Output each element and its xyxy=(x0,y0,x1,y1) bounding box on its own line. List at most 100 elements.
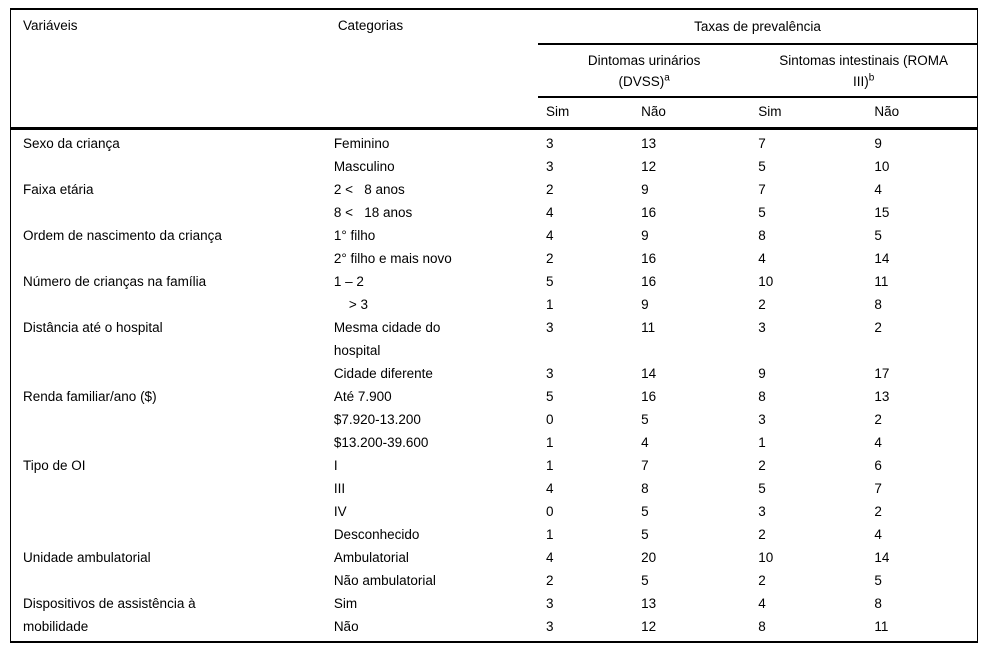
variable-cell: Tipo de OI xyxy=(23,458,86,473)
value-cell: 9 xyxy=(874,136,882,151)
category-cell: Cidade diferente xyxy=(333,366,433,381)
table-row: Não ambulatorial 2 5 2 5 xyxy=(11,569,978,592)
value-cell: 8 xyxy=(641,481,649,496)
value-cell: 16 xyxy=(641,205,657,220)
value-cell: 7 xyxy=(874,481,882,496)
header-categories: Categorias xyxy=(337,18,404,33)
table-row: Ordem de nascimento da criança 1° filho 4 9… xyxy=(11,224,978,247)
value-cell: 4 xyxy=(758,251,766,266)
table-row: Distância até o hospital Mesma cidade do … xyxy=(11,316,978,362)
footnote-marker-a: a xyxy=(664,72,670,84)
category-cell: IV xyxy=(333,504,347,519)
value-cell: 4 xyxy=(758,596,766,611)
value-cell: 12 xyxy=(641,159,657,174)
category-cell: Feminino xyxy=(333,136,390,151)
table-row: Tipo de OI I 1 7 2 6 xyxy=(11,454,978,477)
table-header: Variáveis Categorias Taxas de prevalênci… xyxy=(10,9,978,129)
variable-cell xyxy=(11,523,326,546)
category-cell: Até 7.900 xyxy=(333,389,392,404)
subgroup-header-intestinal-symptoms: Sintomas intestinais (ROMA III)b xyxy=(750,44,978,98)
value-cell: 0 xyxy=(546,504,554,519)
value-cell: 2 xyxy=(758,458,766,473)
value-cell: 2 xyxy=(874,412,882,427)
value-cell: 5 xyxy=(641,504,649,519)
category-cell: I xyxy=(333,458,338,473)
value-cell: 5 xyxy=(546,389,554,404)
value-cell: 2 xyxy=(546,182,554,197)
table-row: Sexo da criança Feminino 3 13 7 9 xyxy=(11,129,978,156)
subgroup-label: Sintomas intestinais (ROMA III) xyxy=(779,53,949,89)
category-cell: 1° filho xyxy=(333,228,376,243)
value-cell: 2 xyxy=(546,573,554,588)
value-cell: 13 xyxy=(641,596,657,611)
value-cell: 4 xyxy=(641,435,649,450)
variable-cell: Ordem de nascimento da criança xyxy=(23,228,222,243)
value-cell: 5 xyxy=(641,412,649,427)
variable-cell xyxy=(11,569,326,592)
value-cell: 2 xyxy=(758,527,766,542)
value-cell: 11 xyxy=(874,274,889,289)
category-cell: Não xyxy=(333,619,359,634)
category-cell: $7.920-13.200 xyxy=(333,412,421,427)
category-cell: 2 < 8 anos xyxy=(333,182,405,197)
value-cell: 1 xyxy=(546,458,554,473)
value-cell: 8 xyxy=(758,228,766,243)
variable-cell: Sexo da criança xyxy=(23,136,120,151)
category-cell: Sim xyxy=(333,596,358,611)
value-cell: 2 xyxy=(874,320,882,335)
value-cell: 6 xyxy=(874,458,882,473)
value-cell: 3 xyxy=(546,366,554,381)
subgroup-header-urinary-symptoms: Dintomas urinários (DVSS)a xyxy=(538,44,751,98)
value-cell: 2 xyxy=(546,251,554,266)
value-cell: 0 xyxy=(546,412,554,427)
category-cell: 8 < 18 anos xyxy=(333,205,413,220)
table-row: Faixa etária 2 < 8 anos 2 9 7 4 xyxy=(11,178,978,201)
value-cell: 8 xyxy=(874,596,882,611)
value-cell: 7 xyxy=(758,136,766,151)
value-cell: 3 xyxy=(546,159,554,174)
variable-cell xyxy=(11,201,326,224)
value-cell: 11 xyxy=(874,619,889,634)
header-row-groups: Variáveis Categorias Taxas de prevalênci… xyxy=(11,9,978,45)
value-cell: 9 xyxy=(641,228,649,243)
value-cell: 9 xyxy=(641,182,649,197)
value-cell: 14 xyxy=(874,550,890,565)
value-cell: 5 xyxy=(758,205,766,220)
value-cell: 16 xyxy=(641,251,657,266)
table-row: Cidade diferente 3 14 9 17 xyxy=(11,362,978,385)
table-row: Masculino 3 12 5 10 xyxy=(11,155,978,178)
prevalence-table: Variáveis Categorias Taxas de prevalênci… xyxy=(10,8,978,643)
variable-cell: Unidade ambulatorial xyxy=(23,550,151,565)
subgroup-label: Dintomas urinários (DVSS) xyxy=(587,53,701,89)
header-yes-intestinal: Sim xyxy=(758,104,782,119)
category-cell: Mesma cidade do hospital xyxy=(333,320,441,358)
header-no-urinary: Não xyxy=(641,104,666,119)
value-cell: 7 xyxy=(758,182,766,197)
table-row: Renda familiar/ano ($) Até 7.900 5 16 8 13 xyxy=(11,385,978,408)
value-cell: 5 xyxy=(874,228,882,243)
footnote-marker-b: b xyxy=(868,72,875,84)
header-no-intestinal: Não xyxy=(874,104,900,119)
variable-cell: Renda familiar/ano ($) xyxy=(23,389,157,404)
value-cell: 4 xyxy=(874,435,882,450)
value-cell: 13 xyxy=(874,389,890,404)
value-cell: 14 xyxy=(874,251,890,266)
variable-cell: Dispositivos de assistência à mobilidade xyxy=(23,596,196,634)
value-cell: 3 xyxy=(758,320,766,335)
variable-cell xyxy=(11,500,326,523)
value-cell: 4 xyxy=(546,205,554,220)
value-cell: 5 xyxy=(758,481,766,496)
value-cell: 10 xyxy=(874,159,890,174)
value-cell: 3 xyxy=(758,412,766,427)
value-cell: 5 xyxy=(641,527,649,542)
table-row: Dispositivos de assistência à mobilidade… xyxy=(11,592,978,634)
table-row: IV 0 5 3 2 xyxy=(11,500,978,523)
category-cell: Não ambulatorial xyxy=(333,573,436,588)
value-cell: 4 xyxy=(546,228,554,243)
value-cell: 1 xyxy=(546,297,554,312)
value-cell: 10 xyxy=(758,274,774,289)
table-row: Unidade ambulatorial Ambulatorial 4 20 10 14 xyxy=(11,546,978,569)
value-cell: 13 xyxy=(641,136,657,151)
value-cell: 4 xyxy=(546,550,554,565)
table-row: Não 3 12 8 11 xyxy=(11,615,978,642)
